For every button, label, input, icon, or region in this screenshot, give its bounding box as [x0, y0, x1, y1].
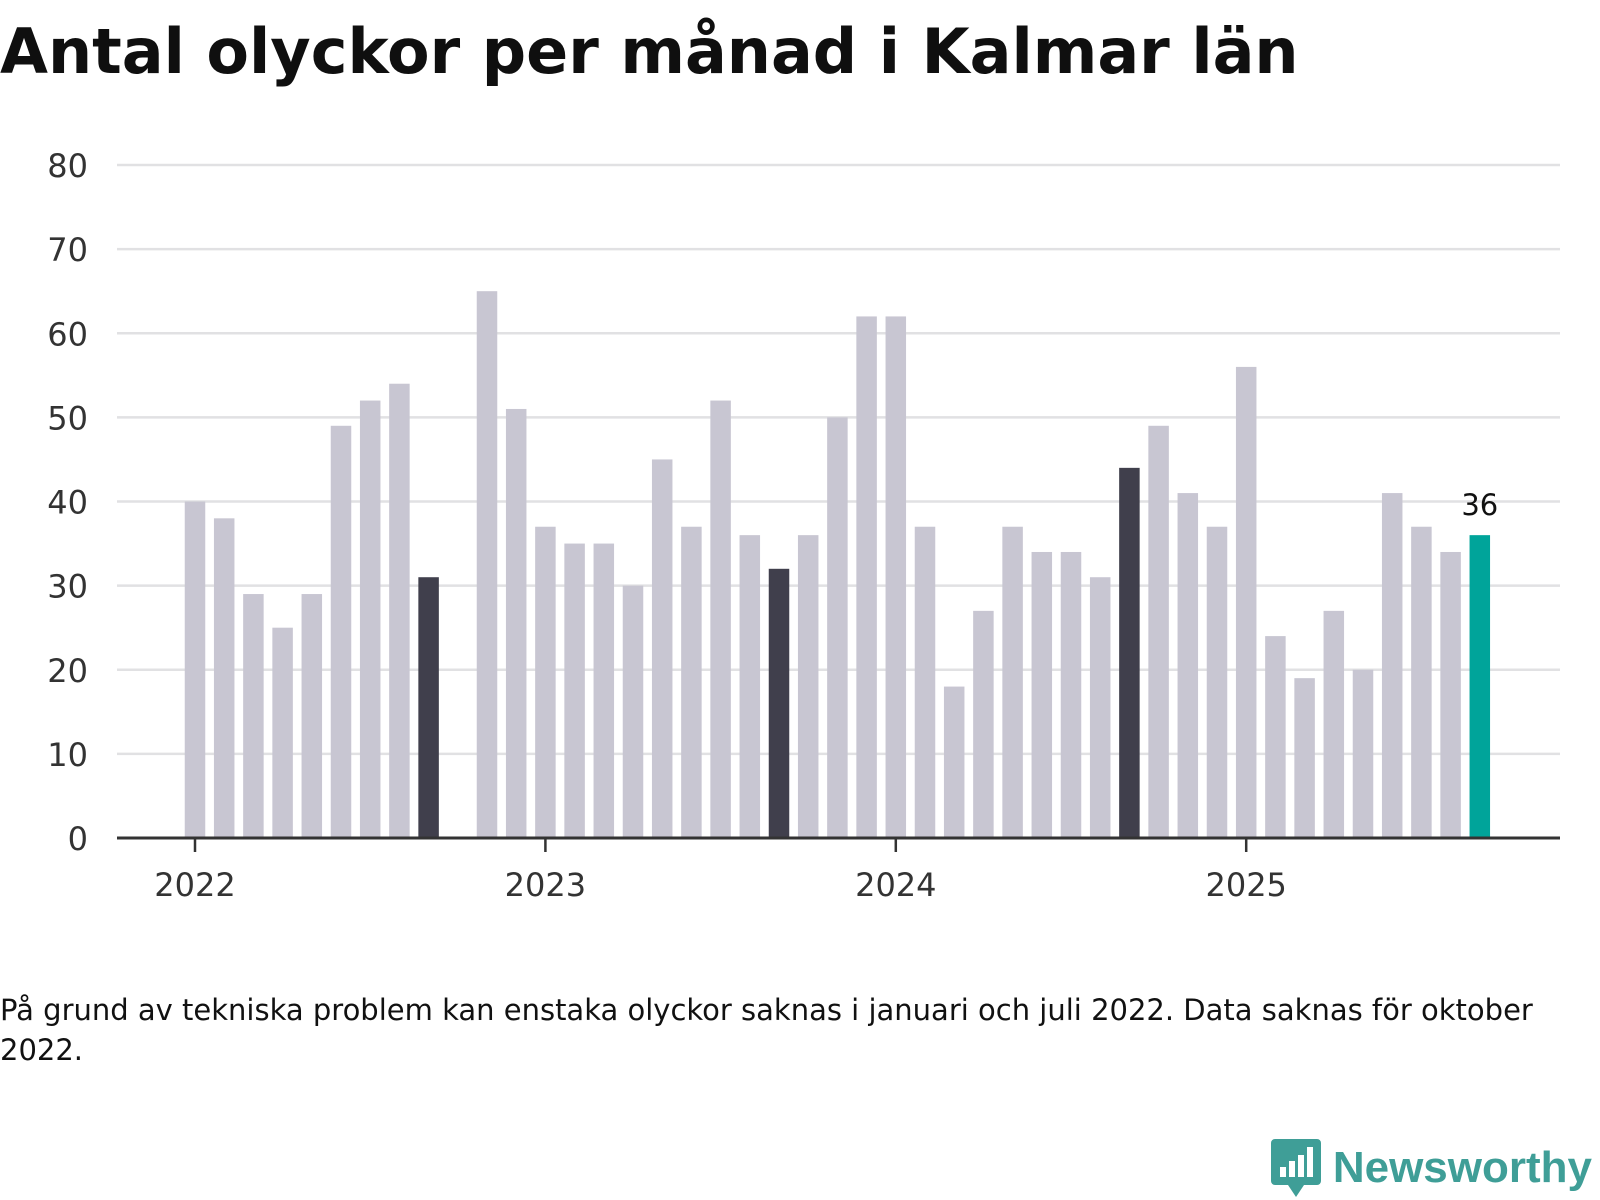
y-tick-label: 60	[47, 315, 88, 353]
bar	[1440, 551, 1461, 838]
bar	[1206, 526, 1228, 838]
y-tick-label: 80	[47, 147, 88, 185]
bar	[330, 425, 352, 838]
bar	[1148, 425, 1169, 838]
brand-name: Newsworthy	[1332, 1143, 1592, 1192]
bar	[1352, 669, 1374, 838]
y-tick-label: 30	[47, 568, 88, 606]
bar	[213, 518, 235, 838]
x-tick-label: 2024	[855, 866, 936, 904]
bar	[1002, 526, 1023, 838]
bar	[827, 417, 848, 838]
bar	[1031, 551, 1053, 838]
y-axis: 0 10 20 30 40 50 60 70 80	[47, 147, 88, 858]
bar	[389, 383, 410, 838]
bar	[797, 535, 819, 838]
chart-title: Antal olyckor per månad i Kalmar län	[0, 15, 1299, 88]
bar	[593, 543, 615, 838]
bar	[1089, 577, 1111, 838]
newsworthy-logo-icon	[1270, 1139, 1321, 1197]
bar	[973, 610, 994, 838]
bar	[243, 594, 264, 838]
bar	[418, 577, 439, 838]
bar	[943, 686, 965, 838]
bar	[622, 585, 644, 838]
bar	[768, 568, 790, 838]
x-tick-label: 2023	[505, 866, 586, 904]
bar	[1411, 526, 1432, 838]
bar	[1060, 551, 1082, 838]
footnote: På grund av tekniska problem kan enstaka…	[0, 993, 1533, 1067]
bar	[184, 501, 206, 838]
x-tick-label: 2025	[1205, 866, 1286, 904]
bars	[184, 291, 1491, 838]
y-tick-label: 40	[47, 484, 88, 522]
bar	[535, 526, 556, 838]
bar	[739, 535, 761, 838]
y-tick-label: 70	[47, 231, 88, 269]
y-tick-label: 20	[47, 652, 88, 690]
bar	[1235, 366, 1257, 838]
bar	[505, 408, 527, 838]
latest-value-label: 36	[1461, 488, 1498, 522]
bar	[359, 400, 381, 838]
brand-logo: Newsworthy	[1270, 1138, 1592, 1198]
bar	[301, 594, 323, 838]
bar	[1323, 610, 1345, 838]
bar	[1294, 678, 1315, 838]
bar	[681, 526, 702, 838]
latest-bar	[1469, 535, 1491, 838]
y-tick-label: 0	[68, 820, 88, 858]
bar	[1177, 493, 1199, 838]
bar	[1381, 493, 1403, 838]
y-tick-label: 10	[47, 736, 88, 774]
bar	[885, 316, 907, 838]
bar	[476, 291, 498, 838]
bar	[1119, 467, 1140, 838]
bar	[651, 459, 673, 838]
bar	[856, 316, 877, 838]
bar	[564, 543, 585, 838]
bar-chart: 0 10 20 30 40 50 60 70 80 2022 2023 2024 2025 36	[47, 147, 1560, 904]
bar	[1265, 636, 1286, 838]
x-axis: 2022 2023 2024 2025	[117, 836, 1560, 904]
bar	[272, 627, 293, 838]
data-labels: 36	[1461, 488, 1498, 522]
x-tick-label: 2022	[154, 866, 235, 904]
bar	[914, 526, 936, 838]
y-tick-label: 50	[47, 399, 88, 437]
bar	[710, 400, 731, 838]
